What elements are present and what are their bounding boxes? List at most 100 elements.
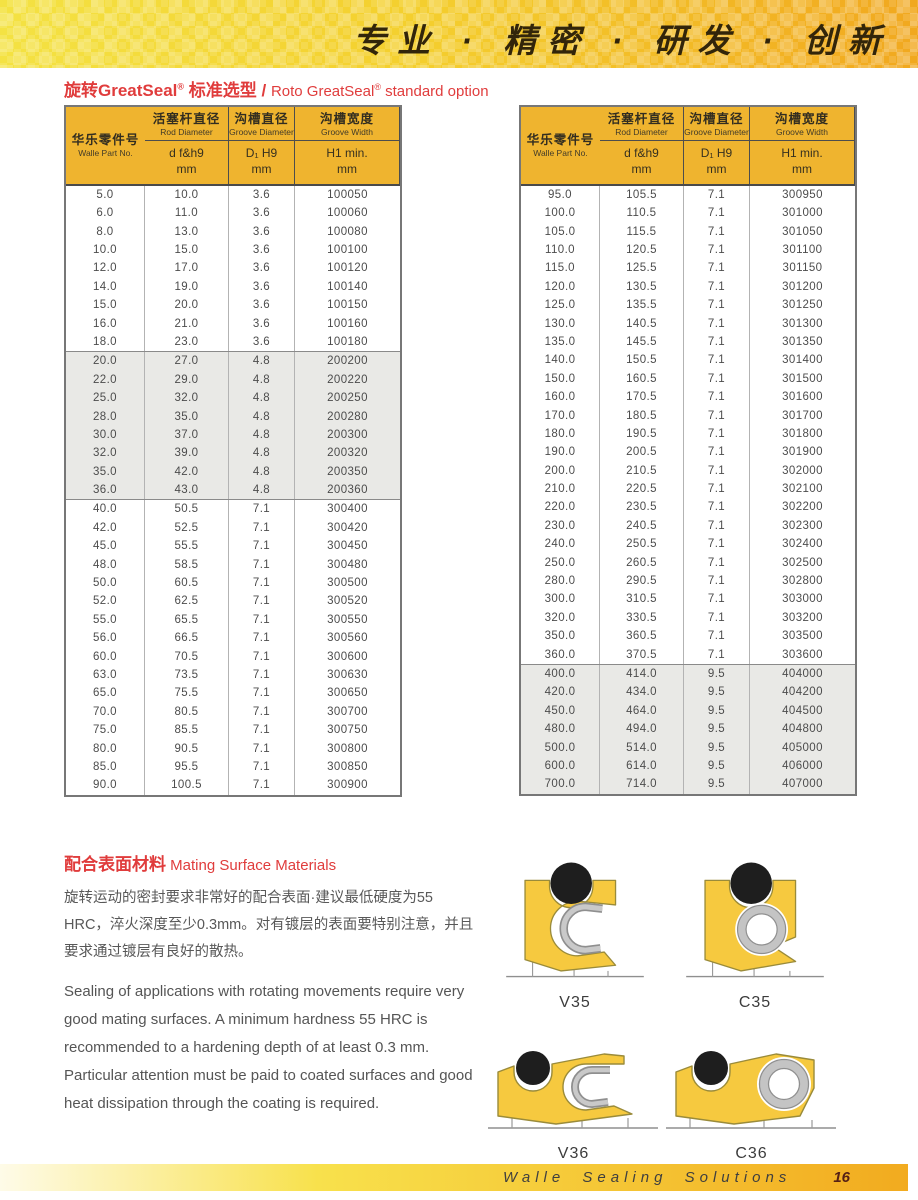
table-cell: 300800 [327,742,368,755]
table-row: 90.0 100.5 7.1 300900 [66,776,400,795]
table-cell: 300600 [327,650,368,663]
table-cell: 330.5 [600,608,684,627]
table-cell: 404500 [782,704,823,717]
table-row: 480.0 494.0 9.5 404800 [521,719,855,739]
table-cell: 7.1 [684,295,750,315]
table-cell: 300650 [327,687,368,700]
table-row: 150.0 160.5 7.1 301500 [521,369,855,388]
table-cell: 350.0 [521,627,600,646]
table-row: 50.0 60.5 7.1 300500 [66,573,400,593]
table-cell: 301250 [782,299,823,312]
table-cell: 407000 [782,778,823,791]
table-row: 250.0 260.5 7.1 302500 [521,553,855,572]
header-rod-diameter: 活塞杆直径 Rod Diameter [145,107,229,142]
table-row: 110.0 120.5 7.1 301100 [521,240,855,260]
table-cell: 7.1 [229,720,295,740]
table-cell: 3.6 [229,204,295,223]
table-cell: 7.1 [229,684,295,703]
table-cell: 7.1 [229,500,295,519]
table-cell: 130.5 [600,277,684,296]
header-groove-width: 沟槽宽度 Groove Width [750,107,855,142]
table-row-group: 20.0 27.0 4.8 200200 22.0 29.0 4.8 200220 25.0 32… [66,351,400,500]
table-cell: 135.0 [521,332,600,352]
table-cell: 300480 [327,558,368,571]
header-groove-width: 沟槽宽度 Groove Width [295,107,400,142]
table-row: 10.0 15.0 3.6 100100 [66,240,400,260]
table-cell: 20.0 [66,352,145,371]
table-cell: 300550 [327,613,368,626]
table-row-group: 400.0 414.0 9.5 404000 420.0 434.0 9.5 404200 45… [521,663,855,794]
table-cell: 301150 [782,262,823,275]
table-cell: 302400 [782,538,823,551]
table-cell: 400.0 [521,664,600,684]
table-cell: 300500 [327,577,368,590]
table-cell: 200250 [327,392,368,405]
table-cell: 55.0 [66,610,145,629]
table-cell: 7.1 [684,535,750,554]
table-cell: 23.0 [145,332,229,352]
table-cell: 450.0 [521,701,600,720]
table-row: 200.0 210.5 7.1 302000 [521,461,855,480]
table-cell: 9.5 [684,664,750,684]
table-row-group: 95.0 105.5 7.1 300950 100.0 110.5 7.1 301000 105… [521,185,855,664]
table-row: 220.0 230.5 7.1 302200 [521,498,855,517]
table-cell: 301600 [782,391,823,404]
table-cell: 3.6 [229,332,295,352]
table-cell: 105.5 [600,185,684,205]
table-cell: 300630 [327,668,368,681]
table-cell: 404200 [782,686,823,699]
table-cell: 70.0 [66,702,145,721]
table-cell: 27.0 [145,352,229,371]
table-cell: 302000 [782,464,823,477]
table-cell: 125.0 [521,295,600,315]
table-cell: 9.5 [684,701,750,720]
table-cell: 190.0 [521,443,600,462]
table-cell: 250.0 [521,553,600,572]
seal-figure-c36: C36 [664,1032,839,1163]
table-row: 130.0 140.5 7.1 301300 [521,314,855,333]
seal-figure-c35: C35 [680,854,830,1012]
table-cell: 7.1 [684,332,750,352]
table-cell: 300850 [327,760,368,773]
table-cell: 25.0 [66,388,145,408]
table-row: 360.0 370.5 7.1 303600 [521,645,855,664]
table-cell: 75.5 [145,684,229,703]
table-cell: 105.0 [521,222,600,241]
table-cell: 7.1 [684,406,750,425]
table-cell: 125.5 [600,259,684,278]
table-cell: 4.8 [229,462,295,481]
table-cell: 9.5 [684,738,750,757]
table-row: 85.0 95.5 7.1 300850 [66,757,400,777]
table-cell: 7.1 [229,610,295,629]
table-cell: 7.1 [229,665,295,685]
table-cell: 120.0 [521,277,600,296]
table-cell: 240.5 [600,516,684,536]
table-cell: 56.0 [66,629,145,648]
table-cell: 200.5 [600,443,684,462]
table-cell: 404000 [782,667,823,680]
table-row: 95.0 105.5 7.1 300950 [521,185,855,205]
table-cell: 464.0 [600,701,684,720]
table-cell: 3.6 [229,314,295,333]
table-cell: 100160 [327,317,368,330]
table-cell: 200300 [327,428,368,441]
table-cell: 260.5 [600,553,684,572]
table-cell: 32.0 [66,444,145,463]
seal-figure-v36: V36 [486,1032,661,1163]
header-groove-width-sub: H1 min. mm [750,141,855,184]
table-cell: 160.5 [600,369,684,388]
table-cell: 140.5 [600,314,684,333]
table-cell: 240.0 [521,535,600,554]
figure-label: C36 [735,1145,768,1162]
table-cell: 301500 [782,372,823,385]
table-cell: 7.1 [684,498,750,517]
table-cell: 70.5 [145,647,229,666]
table-cell: 4.8 [229,480,295,500]
table-cell: 100060 [327,207,368,220]
table-cell: 420.0 [521,683,600,702]
table-cell: 4.8 [229,370,295,389]
table-row: 350.0 360.5 7.1 303500 [521,627,855,646]
table-cell: 310.5 [600,590,684,609]
table-row: 65.0 75.5 7.1 300650 [66,684,400,703]
table-header: 活塞杆直径 Rod Diameter 沟槽直径 Groove Diameter … [66,107,400,186]
